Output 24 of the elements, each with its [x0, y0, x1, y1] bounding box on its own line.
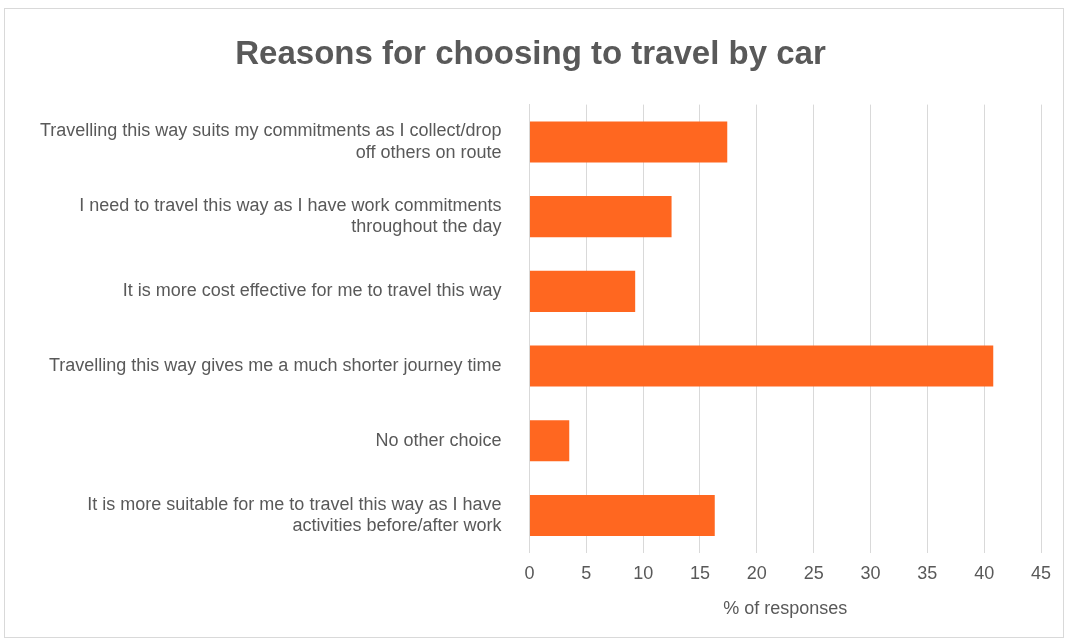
x-tick-label: 40	[974, 562, 995, 583]
bar	[529, 270, 636, 312]
y-tick-label: Travelling this way suits my commitments as I collect/drop off others on route	[39, 120, 502, 162]
x-tick-label: 15	[689, 562, 710, 583]
bar	[529, 121, 728, 163]
bar	[529, 494, 715, 536]
x-tick-label: 35	[917, 562, 938, 583]
x-tick-label: 10	[633, 562, 654, 583]
chart-title: Reasons for choosing to travel by car	[235, 33, 826, 71]
x-axis-title: % of responses	[723, 598, 848, 619]
y-tick-label: It is more cost effective for me to travel this way	[122, 280, 502, 301]
bar	[529, 196, 672, 238]
x-tick-label: 25	[803, 562, 824, 583]
x-tick-label: 30	[860, 562, 881, 583]
x-tick-label: 45	[1030, 562, 1052, 583]
y-tick-label: I need to travel this way as I have work commitments throughout the day	[79, 194, 502, 237]
x-tick-label: 20	[746, 562, 767, 583]
y-tick-label: No other choice	[375, 429, 502, 450]
y-tick-label: It is more suitable for me to travel this way as I have activities before/after work	[87, 493, 503, 536]
x-tick-label: 0	[524, 562, 535, 583]
y-tick-label: Travelling this way gives me a much shorter journey time	[48, 355, 502, 376]
x-tick-label: 5	[581, 562, 592, 583]
bar	[529, 345, 994, 387]
bar	[529, 420, 570, 462]
